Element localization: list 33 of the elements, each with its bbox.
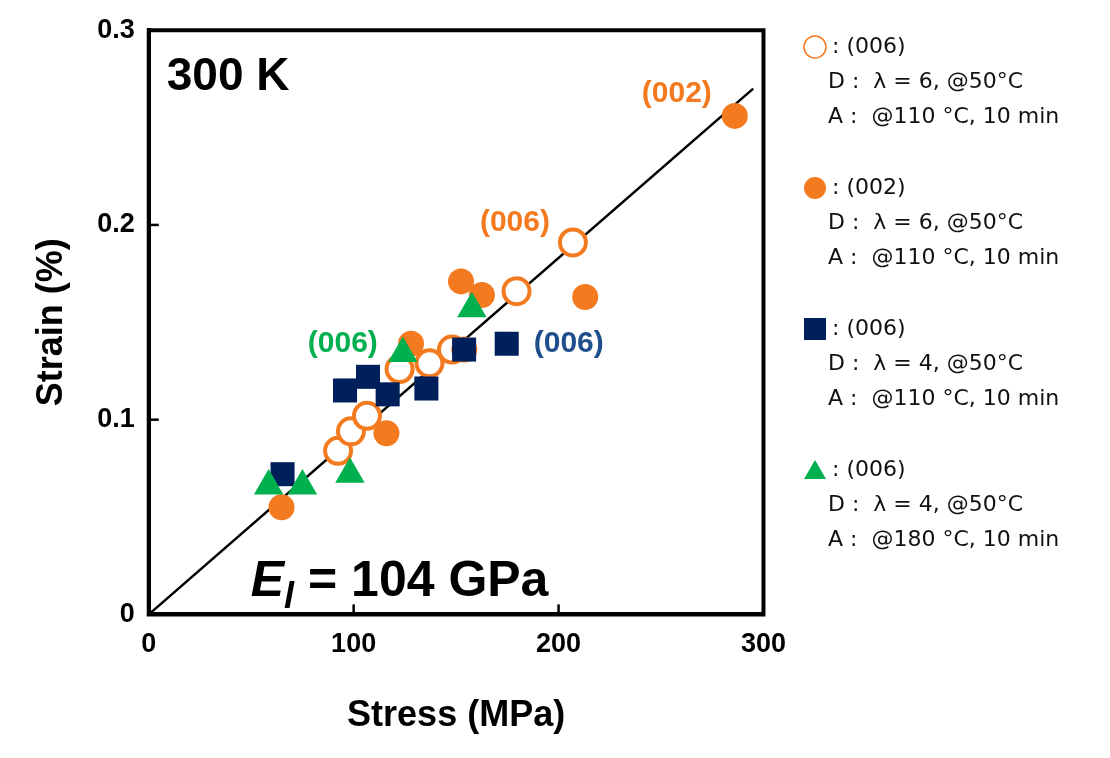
point — [501, 276, 532, 307]
legend-label: : (002) D : λ = 6, @50°C A : @110 °C, 10 min — [828, 174, 1060, 269]
point — [721, 102, 748, 129]
point — [448, 268, 475, 295]
y-tick-label: 0.2 — [97, 208, 135, 239]
y-tick-label: 0.3 — [97, 13, 135, 44]
x-tick-label: 300 — [740, 628, 787, 659]
point — [414, 376, 439, 401]
point — [375, 382, 400, 407]
point — [557, 227, 588, 258]
x-axis-title: Stress (MPa) — [347, 693, 566, 735]
point — [355, 364, 381, 389]
y-tick-label: 0 — [119, 597, 135, 628]
y-tick-label: 0.1 — [97, 403, 135, 434]
point — [373, 420, 400, 447]
legend-label: : (006) D : λ = 4, @50°C A : @180 °C, 10 min — [828, 456, 1060, 551]
x-tick-label: 200 — [536, 628, 582, 659]
y-axis-title: Strain (%) — [28, 238, 70, 407]
annotation: (006) — [307, 324, 378, 358]
point — [333, 378, 358, 403]
point — [494, 331, 519, 356]
annotation: (006) — [479, 203, 550, 237]
x-tick-label: 0 — [141, 628, 157, 659]
point — [351, 400, 382, 431]
annotation: (006) — [533, 324, 604, 358]
annotation: 300 K — [166, 48, 290, 101]
legend-label: : (006) D : λ = 4, @50°C A : @110 °C, 10 min — [828, 315, 1060, 410]
annotation: (002) — [641, 75, 712, 109]
legend-label: : (006) D : λ = 6, @50°C A : @110 °C, 10 min — [828, 33, 1060, 128]
point — [572, 283, 599, 310]
point — [414, 348, 445, 379]
point — [268, 494, 295, 521]
x-tick-label: 100 — [331, 628, 377, 659]
